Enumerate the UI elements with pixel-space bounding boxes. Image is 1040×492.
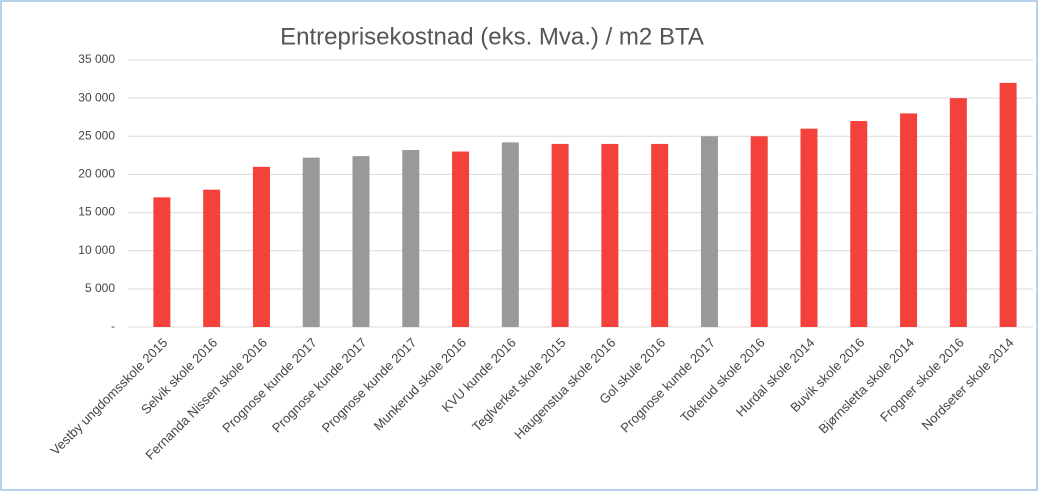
bar <box>601 143 619 327</box>
y-tick-label: 20 000 <box>78 167 115 181</box>
y-tick-label: 15 000 <box>78 205 115 219</box>
y-tick-label: 35 000 <box>78 52 115 66</box>
bar <box>850 121 868 328</box>
bar <box>800 128 818 327</box>
bar <box>452 151 470 327</box>
bar <box>651 143 669 327</box>
y-tick-label: - <box>111 319 115 333</box>
bar <box>900 113 918 328</box>
bar <box>501 142 519 327</box>
bar <box>551 143 569 327</box>
bar <box>700 136 718 327</box>
bar <box>750 136 768 327</box>
bar <box>252 166 270 327</box>
y-tick-label: 10 000 <box>78 243 115 257</box>
bar <box>153 197 171 327</box>
bar <box>999 82 1017 327</box>
bar <box>949 98 967 328</box>
bar <box>402 150 420 327</box>
bar <box>203 189 221 327</box>
bar <box>352 156 370 327</box>
y-tick-label: 5 000 <box>85 281 115 295</box>
chart-title: Entreprisekostnad (eks. Mva.) / m2 BTA <box>280 23 704 50</box>
y-tick-label: 25 000 <box>78 128 115 142</box>
y-tick-label: 30 000 <box>78 90 115 104</box>
bar <box>302 157 320 327</box>
